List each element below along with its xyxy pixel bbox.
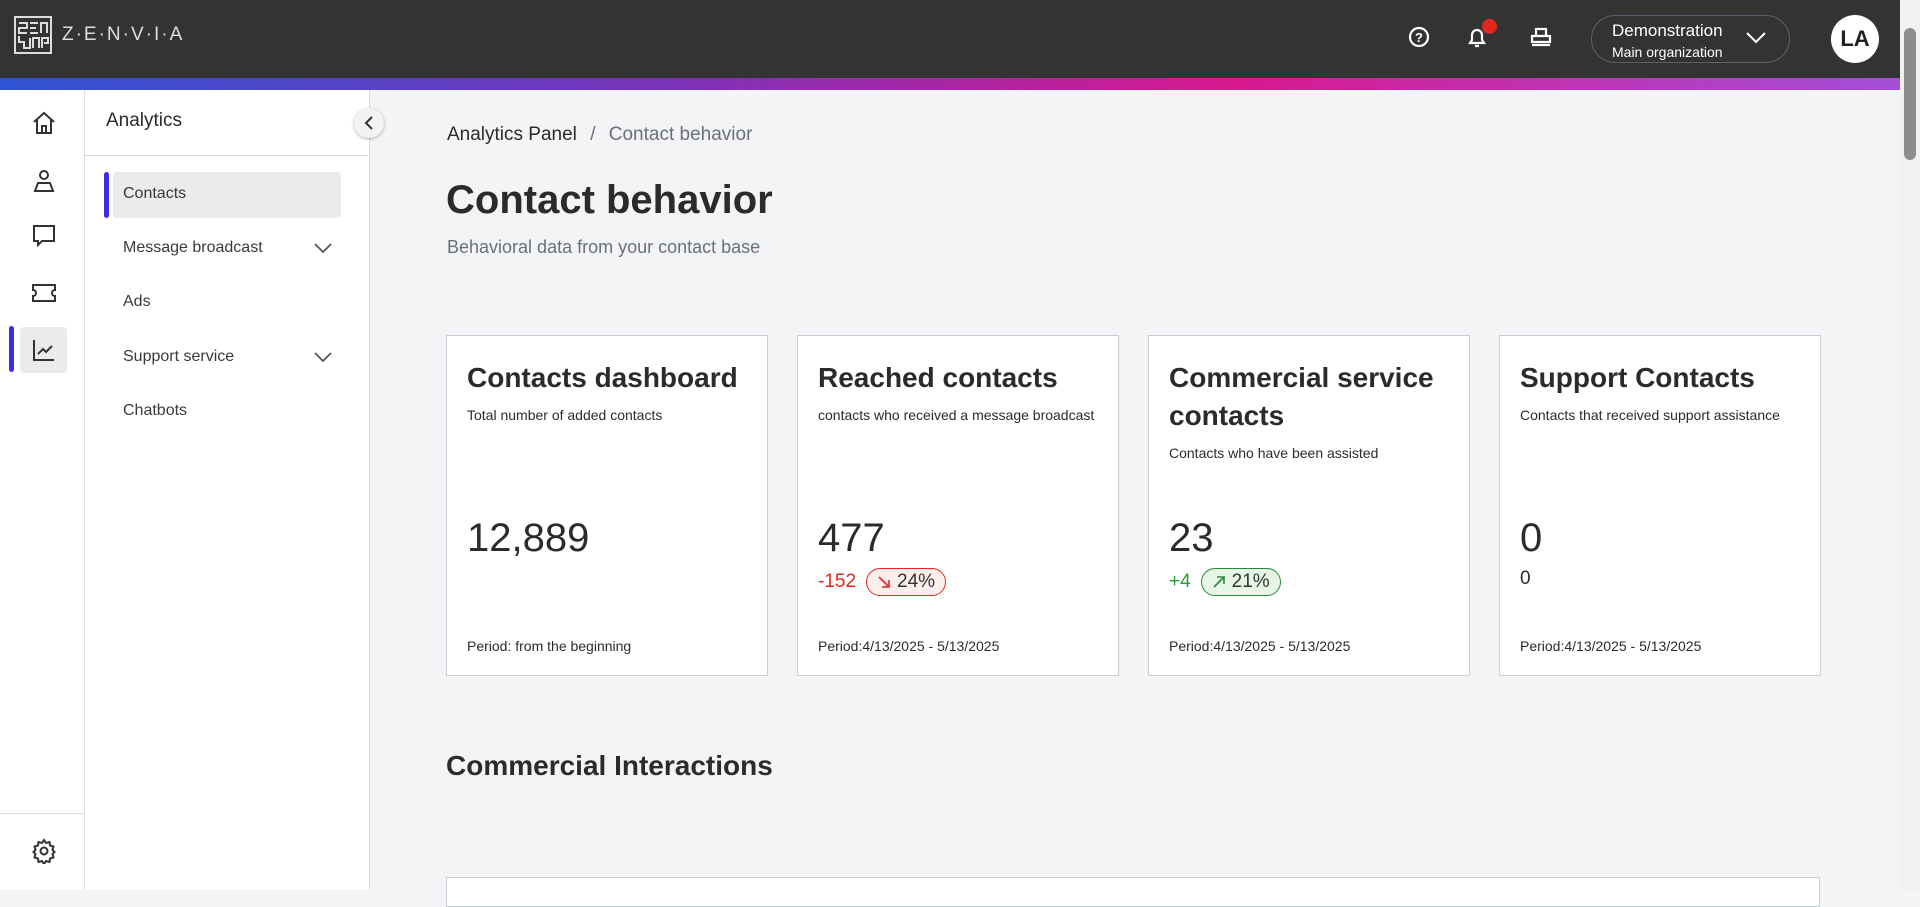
arrow-down-right-icon [878, 576, 890, 588]
icon-rail [0, 90, 85, 890]
rail-tickets[interactable] [20, 270, 67, 316]
rail-chat[interactable] [20, 213, 67, 259]
breadcrumb-current: Contact behavior [608, 124, 753, 145]
card-reached-contacts: Reached contacts contacts who received a… [797, 335, 1119, 676]
submenu-item-message-broadcast[interactable]: Message broadcast [113, 226, 341, 272]
help-icon[interactable]: ? [1406, 24, 1432, 50]
submenu-item-label: Ads [123, 293, 151, 310]
rail-divider [0, 813, 85, 814]
active-indicator [9, 326, 14, 372]
rail-analytics[interactable] [20, 327, 67, 373]
page-subtitle: Behavioral data from your contact base [447, 237, 761, 257]
card-title: Support Contacts [1520, 362, 1755, 393]
brand-gradient-bar [0, 78, 1900, 90]
card-contacts-dashboard: Contacts dashboard Total number of added… [446, 335, 768, 676]
active-indicator [104, 172, 109, 218]
card-description: Contacts that received support assistanc… [1520, 407, 1780, 423]
printer-icon[interactable] [1528, 24, 1554, 50]
breadcrumb: Analytics Panel / Contact behavior [447, 124, 752, 146]
logo-text: Z·E·N·V·I·A [62, 24, 185, 45]
scrollbar[interactable] [1900, 0, 1920, 890]
scrollbar-thumb[interactable] [1904, 28, 1916, 160]
card-description: contacts who received a message broadcas… [818, 407, 1095, 423]
submenu-item-ads[interactable]: Ads [113, 280, 341, 326]
card-support-contacts: Support Contacts Contacts that received … [1499, 335, 1821, 676]
ticket-icon [31, 284, 56, 302]
card-value: 0 [1520, 516, 1543, 560]
commercial-interactions-panel [446, 877, 1820, 907]
top-header: Z·E·N·V·I·A ? Demonstration Main organiz… [0, 0, 1900, 78]
home-icon [32, 111, 55, 134]
trend-badge: 24% [866, 568, 947, 596]
delta-value: +4 [1169, 571, 1191, 592]
submenu-item-chatbots[interactable]: Chatbots [113, 389, 341, 435]
card-delta: +4 21% [1169, 568, 1281, 596]
page-title: Contact behavior [446, 178, 773, 222]
card-description: Total number of added contacts [467, 407, 663, 423]
card-sub-value: 0 [1520, 568, 1531, 589]
trend-percent: 21% [1231, 571, 1270, 592]
card-title: Commercial service contacts [1169, 362, 1434, 431]
submenu-divider [85, 155, 370, 156]
card-title: Reached contacts [818, 362, 1058, 393]
rail-home[interactable] [20, 100, 67, 146]
trend-percent: 24% [897, 571, 936, 592]
chart-icon [32, 340, 54, 361]
user-icon [33, 170, 54, 192]
breadcrumb-separator: / [590, 124, 596, 145]
delta-value: -152 [818, 571, 857, 592]
submenu-item-label: Chatbots [123, 402, 188, 419]
card-period: Period:4/13/2025 - 5/13/2025 [1520, 638, 1702, 654]
zenvia-logo-icon[interactable] [14, 16, 52, 54]
submenu-item-label: Support service [123, 348, 235, 365]
chevron-down-icon [314, 352, 332, 363]
gear-icon [31, 838, 56, 864]
card-title: Contacts dashboard [467, 362, 738, 393]
org-sub: Main organization [1612, 44, 1723, 60]
card-period: Period: from the beginning [467, 638, 632, 654]
card-value: 477 [818, 516, 885, 560]
svg-text:?: ? [1415, 30, 1423, 45]
analytics-submenu: Analytics Contacts Message broadcast Ads… [85, 90, 370, 890]
chat-icon [32, 225, 55, 248]
card-description: Contacts who have been assisted [1169, 445, 1379, 461]
card-value: 23 [1169, 516, 1214, 560]
bell-icon[interactable] [1464, 24, 1490, 50]
section-title: Commercial Interactions [446, 750, 773, 781]
chevron-down-icon [1746, 32, 1766, 44]
card-period: Period:4/13/2025 - 5/13/2025 [818, 638, 1000, 654]
arrow-up-right-icon [1213, 576, 1225, 588]
submenu-item-contacts[interactable]: Contacts [113, 172, 341, 218]
card-period: Period:4/13/2025 - 5/13/2025 [1169, 638, 1351, 654]
submenu-item-support-service[interactable]: Support service [113, 335, 341, 381]
chevron-left-icon [364, 116, 373, 130]
rail-contacts[interactable] [20, 158, 67, 204]
submenu-title: Analytics [106, 110, 183, 131]
submenu-item-label: Message broadcast [123, 239, 263, 256]
card-delta: -152 24% [818, 568, 947, 596]
notification-badge [1482, 19, 1497, 34]
chevron-down-icon [314, 243, 332, 254]
org-name: Demonstration [1612, 21, 1723, 40]
avatar[interactable]: LA [1831, 15, 1879, 63]
trend-badge: 21% [1200, 568, 1281, 596]
submenu-item-label: Contacts [123, 185, 187, 202]
breadcrumb-parent[interactable]: Analytics Panel [447, 124, 577, 145]
rail-settings[interactable] [20, 828, 67, 874]
card-value: 12,889 [467, 516, 590, 560]
collapse-sidebar-button[interactable] [354, 108, 384, 138]
organization-selector[interactable]: Demonstration Main organization [1591, 15, 1790, 63]
card-commercial-service-contacts: Commercial service contacts Contacts who… [1148, 335, 1470, 676]
